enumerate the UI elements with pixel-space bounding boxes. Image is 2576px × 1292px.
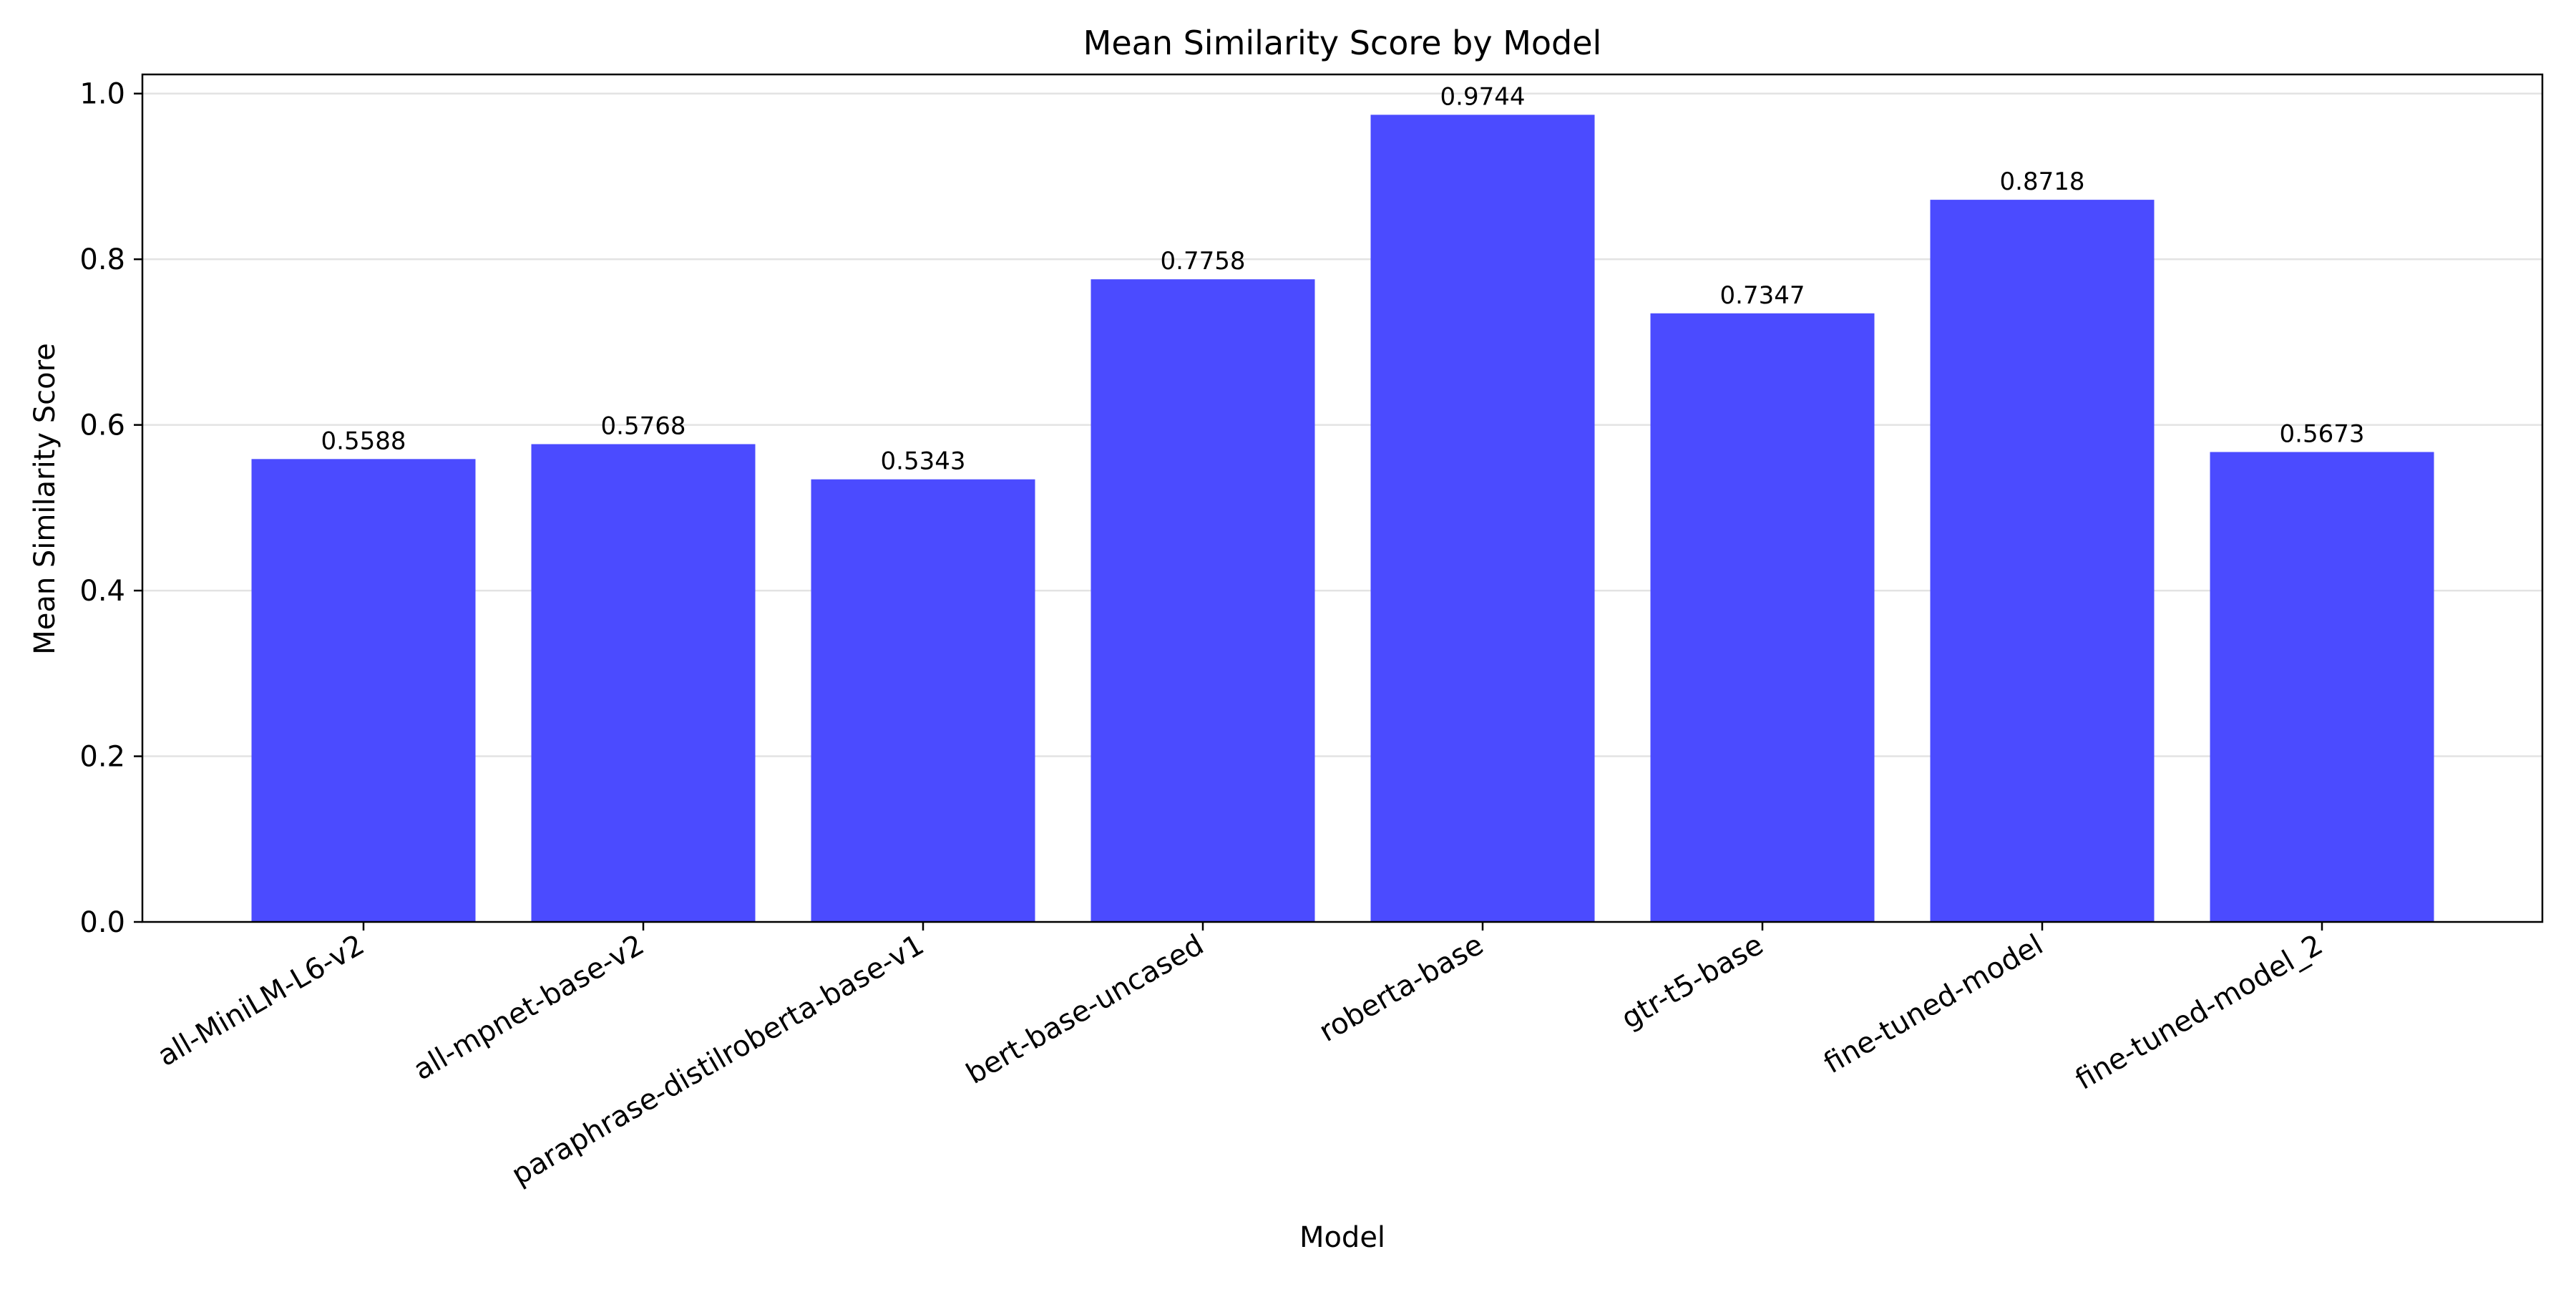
y-axis-label: Mean Similarity Score bbox=[29, 343, 62, 655]
bar-value-label: 0.5768 bbox=[601, 412, 686, 440]
bar-fine-tuned-model bbox=[1930, 200, 2155, 923]
bar-fine-tuned-model_2 bbox=[2210, 452, 2434, 922]
plot-frame bbox=[141, 73, 2544, 923]
x-axis-label: Model bbox=[1299, 1221, 1385, 1254]
bar-value-label: 0.7347 bbox=[1720, 281, 1805, 310]
bar-value-labels: 0.5588 0.5768 0.5343 0.7758 0.9744 0.7347 0.87… bbox=[321, 82, 2365, 475]
y-tick-label: 1.0 bbox=[79, 78, 125, 111]
bar-value-label: 0.5343 bbox=[881, 447, 966, 476]
y-tick-label: 0.4 bbox=[79, 575, 125, 608]
bar-paraphrase-distilroberta-base-v1 bbox=[811, 479, 1035, 922]
y-tick-label: 0.2 bbox=[79, 741, 125, 774]
bar-gtr-t5-base bbox=[1650, 313, 1875, 922]
bar-roberta-base bbox=[1370, 115, 1595, 923]
bars bbox=[251, 115, 2434, 923]
bar-value-label: 0.5588 bbox=[321, 427, 406, 455]
bar-value-label: 0.8718 bbox=[2000, 167, 2085, 196]
bar-value-label: 0.7758 bbox=[1161, 247, 1246, 276]
bar-bert-base-uncased bbox=[1091, 279, 1315, 923]
y-tick-label: 0.6 bbox=[79, 409, 125, 442]
bar-all-mpnet-base-v2 bbox=[531, 444, 756, 922]
bar-all-MiniLM-L6-v2 bbox=[251, 459, 476, 922]
chart-title: Mean Similarity Score by Model bbox=[1083, 24, 1602, 62]
y-axis-ticks: 0.0 0.2 0.4 0.6 0.8 1.0 bbox=[79, 78, 142, 939]
y-tick-label: 0.0 bbox=[79, 906, 125, 939]
bar-value-label: 0.5673 bbox=[2280, 419, 2365, 448]
bar-value-label: 0.9744 bbox=[1440, 82, 1526, 111]
y-tick-label: 0.8 bbox=[79, 243, 125, 276]
